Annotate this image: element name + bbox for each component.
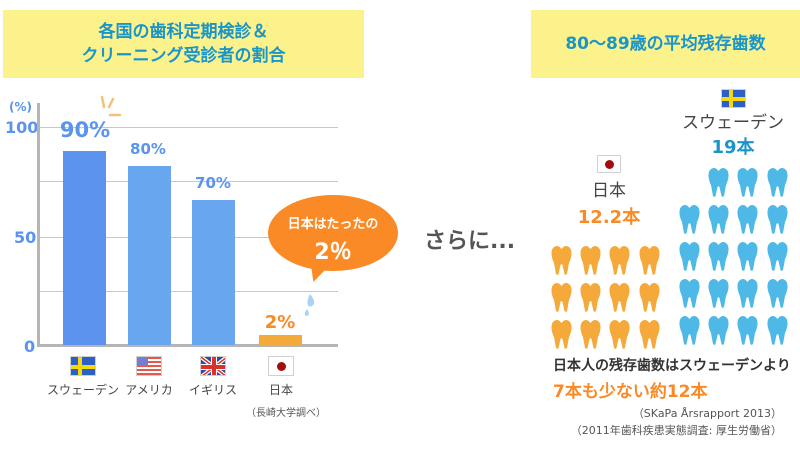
tooth-icon bbox=[736, 315, 759, 345]
tooth-icon bbox=[608, 319, 631, 349]
tooth-icon bbox=[736, 241, 759, 271]
connector-text: さらに... bbox=[424, 229, 516, 254]
tooth-icon bbox=[550, 319, 573, 349]
bar-label-uk: 70% bbox=[195, 174, 231, 192]
tooth-icon bbox=[766, 278, 789, 308]
gridline-75 bbox=[37, 181, 338, 182]
gridline-100 bbox=[37, 127, 338, 128]
bar-uk bbox=[192, 200, 235, 345]
tooth-icon bbox=[766, 167, 789, 197]
uk-flag-icon bbox=[200, 356, 226, 376]
tooth-icon bbox=[608, 245, 631, 275]
tooth-icon bbox=[678, 241, 701, 271]
sparkle-icon bbox=[100, 95, 122, 117]
chart-source: （長崎大学調べ） bbox=[246, 408, 326, 419]
japan-count: 12.2本 bbox=[577, 207, 641, 228]
sweden-flag-icon bbox=[721, 89, 746, 108]
source-skapa: （SKaPa Årsrapport 2013） bbox=[632, 407, 782, 420]
bar-label-usa: 80% bbox=[130, 140, 166, 158]
tooth-icon bbox=[550, 282, 573, 312]
speech-bubble: 日本はたったの 2％ bbox=[268, 195, 398, 271]
tooth-icon bbox=[678, 315, 701, 345]
sweat-drop-icon bbox=[304, 294, 315, 316]
y-tick-0: 0 bbox=[24, 337, 36, 356]
tooth-icon bbox=[608, 282, 631, 312]
japan-name: 日本 bbox=[592, 181, 626, 201]
tooth-icon bbox=[579, 245, 602, 275]
bar-label-sweden: 90% bbox=[59, 118, 111, 142]
tooth-icon bbox=[678, 204, 701, 234]
y-tick-100: 100 bbox=[5, 118, 39, 137]
bar-japan bbox=[259, 335, 302, 345]
y-tick-50: 50 bbox=[14, 228, 37, 247]
tooth-icon bbox=[579, 282, 602, 312]
comparison-highlight: 7本も少ない約12本 bbox=[553, 382, 708, 402]
category-usa: アメリカ bbox=[125, 383, 173, 397]
tooth-icon bbox=[736, 167, 759, 197]
sweden-flag-icon bbox=[70, 356, 96, 376]
usa-flag-icon bbox=[136, 356, 162, 376]
tooth-icon bbox=[707, 241, 730, 271]
title-line-2: クリーニング受診者の割合 bbox=[81, 46, 286, 66]
tooth-icon bbox=[766, 315, 789, 345]
bar-label-japan: 2% bbox=[264, 312, 296, 333]
gridline-25 bbox=[37, 291, 338, 292]
japan-flag-icon bbox=[268, 356, 294, 376]
tooth-icon bbox=[638, 245, 661, 275]
bar-usa bbox=[128, 166, 171, 345]
gridline-50 bbox=[37, 237, 338, 238]
japan-flag-icon bbox=[597, 155, 621, 173]
tooth-icon bbox=[736, 204, 759, 234]
tooth-icon bbox=[707, 278, 730, 308]
title-line-1: 各国の歯科定期検診＆ bbox=[98, 22, 269, 42]
category-uk: イギリス bbox=[188, 383, 237, 397]
category-sweden: スウェーデン bbox=[46, 383, 119, 397]
bar-sweden bbox=[63, 151, 106, 345]
tooth-icon bbox=[678, 278, 701, 308]
bubble-line-2: 2％ bbox=[314, 240, 352, 265]
left-panel-title: 各国の歯科定期検診＆ クリーニング受診者の割合 bbox=[3, 10, 364, 78]
tooth-icon bbox=[736, 278, 759, 308]
x-axis bbox=[37, 344, 338, 347]
tooth-icon bbox=[550, 245, 573, 275]
sweden-name: スウェーデン bbox=[682, 113, 784, 133]
right-panel-title: 80〜89歳の平均残存歯数 bbox=[531, 10, 800, 78]
comparison-note: 日本人の残存歯数はスウェーデンより bbox=[553, 358, 791, 374]
category-japan: 日本 bbox=[268, 383, 293, 397]
tooth-icon bbox=[766, 241, 789, 271]
y-unit-label: (%) bbox=[9, 100, 32, 114]
bubble-line-1: 日本はたったの bbox=[287, 217, 379, 232]
tooth-icon bbox=[707, 204, 730, 234]
tooth-icon bbox=[766, 204, 789, 234]
tooth-icon bbox=[638, 282, 661, 312]
tooth-icon bbox=[579, 319, 602, 349]
source-mhlw: （2011年歯科疾患実態調査: 厚生労働省） bbox=[570, 424, 782, 437]
tooth-icon bbox=[707, 167, 730, 197]
tooth-icon bbox=[638, 319, 661, 349]
tooth-icon bbox=[707, 315, 730, 345]
sweden-count: 19本 bbox=[711, 137, 755, 158]
y-axis bbox=[37, 103, 40, 347]
